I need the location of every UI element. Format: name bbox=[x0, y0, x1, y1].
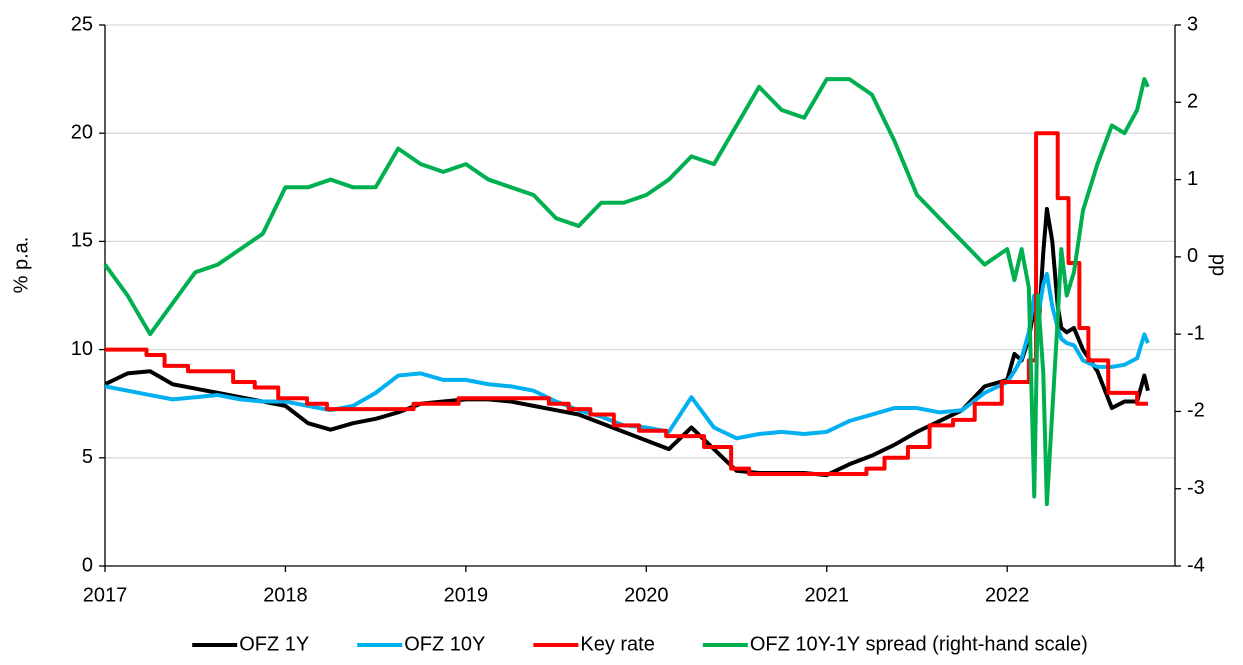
legend-label: OFZ 10Y bbox=[404, 633, 485, 655]
y2-tick-label: 1 bbox=[1187, 168, 1198, 190]
y2-tick-label: 2 bbox=[1187, 91, 1198, 113]
series-line bbox=[104, 271, 1150, 441]
y2-tick-label: -2 bbox=[1187, 400, 1205, 422]
y2-tick-label: -3 bbox=[1187, 477, 1205, 499]
y2-tick-label: 3 bbox=[1187, 13, 1198, 35]
x-tick-label: 2020 bbox=[624, 584, 669, 606]
y-tick-label: 5 bbox=[82, 446, 93, 468]
y2-tick-label: -4 bbox=[1187, 554, 1205, 576]
y-tick-label: 15 bbox=[71, 230, 93, 252]
y2-tick-label: -1 bbox=[1187, 322, 1205, 344]
legend: OFZ 1Y OFZ 10Y Key rate OFZ 10Y-1Y spread (… bbox=[192, 633, 1088, 655]
x-tick-label: 2021 bbox=[805, 584, 850, 606]
legend-label: OFZ 10Y-1Y spread (right-hand scale) bbox=[750, 633, 1088, 655]
y-axis-label: % p.a. bbox=[10, 237, 32, 294]
legend-label: Key rate bbox=[580, 633, 654, 655]
y-tick-label: 20 bbox=[71, 121, 93, 143]
y-tick-label: 0 bbox=[82, 554, 93, 576]
series-line bbox=[105, 131, 1148, 477]
y2-axis-label: pp bbox=[1208, 254, 1230, 276]
x-tick-label: 2022 bbox=[985, 584, 1030, 606]
series-line bbox=[103, 77, 1150, 507]
y2-tick-label: 0 bbox=[1187, 245, 1198, 267]
legend-label: OFZ 1Y bbox=[239, 633, 309, 655]
y-tick-label: 25 bbox=[71, 13, 93, 35]
y-tick-label: 10 bbox=[71, 338, 93, 360]
x-tick-label: 2019 bbox=[444, 584, 489, 606]
x-tick-label: 2017 bbox=[83, 584, 128, 606]
series-line bbox=[104, 206, 1150, 478]
x-tick-label: 2018 bbox=[263, 584, 308, 606]
